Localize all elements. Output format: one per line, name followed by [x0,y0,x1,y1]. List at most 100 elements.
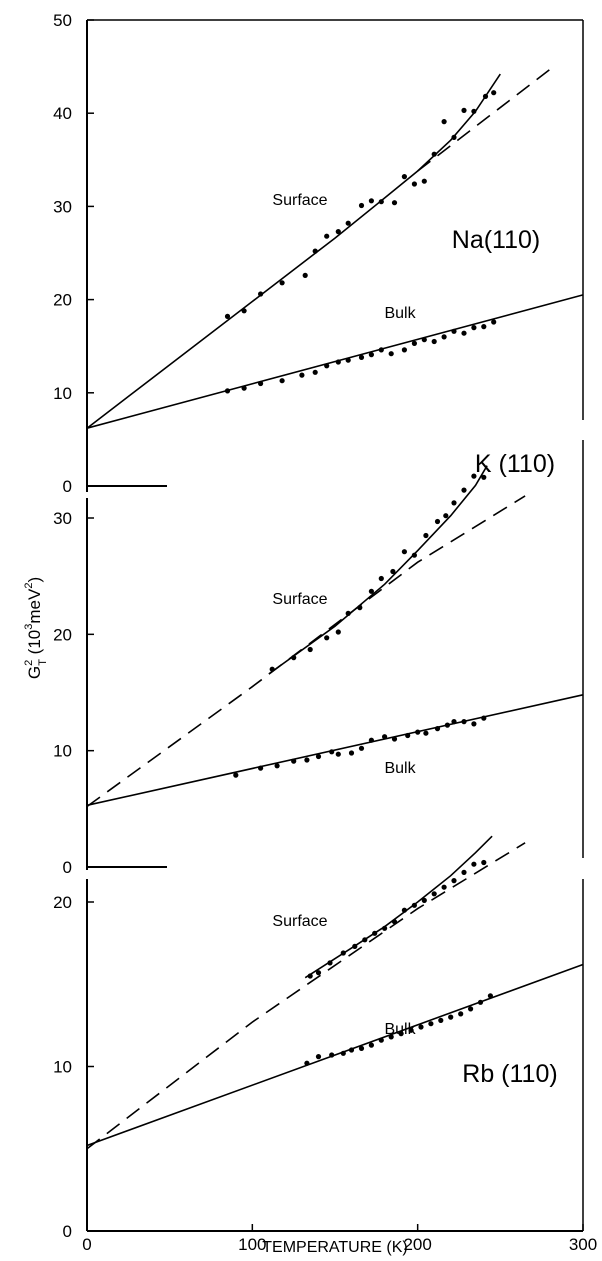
y-tick-label: 20 [53,625,72,644]
surface-data-point [451,134,457,140]
surface-data-point [291,655,297,661]
bulk-data-point [438,1017,444,1024]
surface-data-point [441,119,447,125]
bulk-data-point [224,388,231,394]
panels: 0 10 20 30 40 50 Surface Bulk Na(110) 0 10 20 30 Surf… [53,11,597,1254]
bulk-data-point [304,1060,310,1066]
y-tick-label: 10 [53,742,72,761]
surface-data-point [335,629,341,635]
surface-data-point [307,973,313,979]
surface-data-point [241,308,247,314]
surface-data-point [358,202,365,209]
surface-data-point [279,280,285,286]
surface-data-point [335,229,341,235]
surface-data-point [368,198,374,204]
bulk-data-point [368,352,374,358]
surface-data-point [451,500,457,506]
surface-curve-label: Surface [272,913,327,930]
bulk-data-point [481,324,487,330]
bulk-data-point [468,1006,474,1012]
bulk-data-point [233,772,239,778]
surface-data-point [481,474,487,480]
surface-data-point [391,200,398,206]
surface-data-point [340,950,346,956]
surface-data-point [378,575,384,582]
bulk-data-point [391,736,398,742]
bulk-data-point [335,751,341,757]
bulk-data-point [448,1014,454,1020]
y-tick-label: 50 [53,11,72,30]
surface-data-point [312,248,318,254]
bulk-data-point [241,385,247,391]
surface-data-point [461,869,467,876]
surface-data-point [411,552,417,558]
bulk-data-point [434,726,441,732]
bulk-data-point [345,357,351,363]
bulk-data-point [423,730,429,736]
bulk-data-point [441,334,447,340]
surface-data-point [441,884,447,890]
bulk-data-point [348,750,355,756]
surface-data-point [368,588,374,594]
y-tick-label: 0 [63,477,72,496]
surface-data-point [481,859,487,866]
x-tick-label: 0 [82,1235,91,1254]
panel-title: Rb (110) [462,1060,557,1088]
panel-title: K (110) [475,450,555,478]
surface-data-point [411,902,417,908]
surface-data-point [345,220,351,226]
surface-data-point [401,549,407,555]
y-tick-label: 30 [53,509,72,528]
bulk-data-point [388,1034,394,1040]
surface-data-point [471,473,477,479]
bulk-data-point [358,745,365,751]
surface-data-point [372,930,378,936]
y-tick-label: 0 [63,1222,72,1241]
bulk-data-point [368,737,374,743]
surface-data-point [315,970,322,976]
bulk-data-point [348,1047,355,1053]
bulk-data-point [291,758,297,764]
common-axes: TEMPERATURE (K) G2 T (103meV2) [23,577,408,1256]
bulk-data-point [418,1024,424,1030]
surface-data-point [431,151,437,157]
surface-data-point [357,605,363,611]
bulk-data-point [258,380,264,387]
surface-data-point [391,919,398,925]
y-tick-label: 30 [53,197,72,216]
surface-data-point [451,878,457,884]
surface-harmonic-fit-line [417,68,551,172]
surface-data-point [382,925,388,931]
bulk-data-point [461,330,467,336]
surface-data-point [471,108,477,114]
surface-data-point [434,518,441,525]
bulk-data-point [401,347,407,353]
y-tick-label: 20 [53,893,72,912]
bulk-data-point [428,1021,434,1027]
surface-data-point [411,181,417,187]
x-tick-label: 100 [238,1235,266,1254]
y-tick-label: 40 [53,104,72,123]
bulk-curve-label: Bulk [384,760,416,777]
bulk-data-point [279,378,285,384]
bulk-data-point [405,732,411,739]
panel-2: 0 10 20 30 Surface Bulk K (110) [53,440,584,877]
x-tick-label: 300 [569,1235,597,1254]
bulk-data-point [315,1054,322,1060]
bulk-data-point [335,359,341,365]
bulk-data-point [340,1050,346,1056]
surface-data-point [362,937,368,943]
surface-data-point [491,90,497,96]
surface-fit-line [268,465,488,675]
panel-title: Na(110) [452,226,540,254]
surface-data-point [302,272,308,278]
bulk-data-point [491,319,497,325]
surface-data-point [327,960,333,966]
panel-1: 0 10 20 30 40 50 Surface Bulk Na(110) [53,11,584,496]
bulk-data-point [471,325,477,331]
surface-data-point [421,178,427,184]
surface-fit-line [86,73,501,429]
bulk-data-point [461,719,467,725]
